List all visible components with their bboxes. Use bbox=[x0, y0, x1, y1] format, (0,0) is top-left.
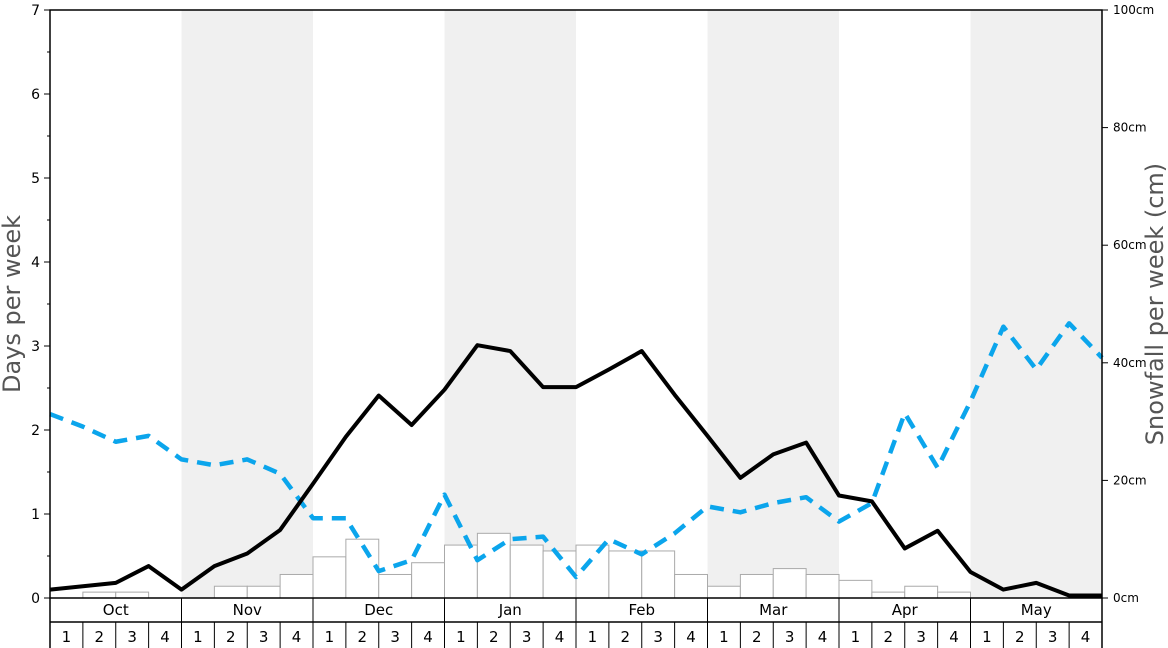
week-label: 3 bbox=[127, 628, 137, 646]
month-label: Oct bbox=[103, 601, 129, 619]
week-label: 1 bbox=[982, 628, 992, 646]
week-label: 2 bbox=[489, 628, 499, 646]
solid-black-line bbox=[49, 343, 1102, 598]
month-label: May bbox=[1021, 601, 1052, 619]
week-label: 4 bbox=[1081, 628, 1091, 646]
month-label: Jan bbox=[498, 601, 522, 619]
week-label: 4 bbox=[818, 628, 828, 646]
right-tick-label: 20cm bbox=[1113, 473, 1147, 487]
month-shade-may bbox=[970, 10, 1102, 598]
week-label: 2 bbox=[884, 628, 894, 646]
month-shade-nov bbox=[181, 10, 313, 598]
right-tick-label: 40cm bbox=[1113, 356, 1147, 370]
snowfall-bar bbox=[378, 573, 413, 599]
snowfall-bar bbox=[82, 591, 117, 599]
month-label: Dec bbox=[364, 601, 393, 619]
week-label: 2 bbox=[752, 628, 762, 646]
snowfall-bar bbox=[871, 591, 906, 599]
left-tick-label: 0 bbox=[31, 591, 40, 607]
week-label: 1 bbox=[719, 628, 729, 646]
snowfall-bar bbox=[509, 544, 544, 599]
week-label: 2 bbox=[226, 628, 236, 646]
left-tick-label: 3 bbox=[31, 339, 40, 355]
snowfall-bar bbox=[213, 585, 248, 599]
y-axis-label-right: Snowfall per week (cm) bbox=[1141, 163, 1168, 445]
month-label: Apr bbox=[892, 601, 919, 619]
week-label: 4 bbox=[423, 628, 433, 646]
left-y-axis: 0 1 2 3 4 5 6 7 bbox=[31, 3, 50, 607]
snowfall-bar bbox=[279, 573, 314, 599]
month-label: Feb bbox=[628, 601, 655, 619]
snowfall-bar bbox=[246, 585, 281, 599]
right-tick-label: 80cm bbox=[1113, 121, 1147, 135]
snowfall-bar bbox=[904, 585, 939, 599]
snowfall-bar bbox=[838, 579, 873, 599]
week-label: 4 bbox=[160, 628, 170, 646]
week-label: 2 bbox=[95, 628, 105, 646]
week-label: 1 bbox=[456, 628, 466, 646]
month-label: Mar bbox=[759, 601, 788, 619]
snowfall-bar bbox=[772, 568, 807, 599]
week-label: 2 bbox=[1015, 628, 1025, 646]
week-label: 2 bbox=[358, 628, 368, 646]
month-shading bbox=[181, 10, 1102, 598]
snowfall-bar bbox=[575, 544, 610, 599]
left-tick-label: 7 bbox=[31, 3, 40, 19]
month-shade-mar bbox=[707, 10, 839, 598]
week-label: 1 bbox=[325, 628, 335, 646]
week-label: 4 bbox=[292, 628, 302, 646]
week-label: 4 bbox=[555, 628, 565, 646]
week-label: 3 bbox=[259, 628, 269, 646]
snowfall-bar bbox=[312, 556, 347, 599]
left-tick-label: 4 bbox=[31, 255, 40, 271]
snowfall-bar bbox=[739, 573, 774, 599]
week-label: 3 bbox=[916, 628, 926, 646]
dashed-blue-line bbox=[49, 321, 1104, 580]
week-label: 4 bbox=[949, 628, 959, 646]
week-label: 3 bbox=[390, 628, 400, 646]
x-axis-months-weeks: Oct 1 2 3 4 Nov 1 2 3 4 Dec 1 2 3 4 Jan 1 2 3 4 Feb 1 2 3 4 Mar 1 2… bbox=[49, 598, 1103, 648]
snowfall-bar bbox=[444, 544, 478, 599]
snowfall-bar bbox=[476, 532, 511, 599]
week-label: 1 bbox=[193, 628, 203, 646]
snowfall-bar bbox=[707, 585, 741, 599]
month-label: Nov bbox=[233, 601, 262, 619]
week-label: 1 bbox=[588, 628, 598, 646]
y-axis-label-left: Days per week bbox=[0, 215, 26, 393]
right-tick-label: 100cm bbox=[1113, 3, 1154, 17]
week-label: 1 bbox=[851, 628, 861, 646]
snowfall-bar bbox=[411, 562, 445, 599]
week-label: 3 bbox=[785, 628, 795, 646]
left-tick-label: 1 bbox=[31, 507, 40, 523]
snowfall-bar bbox=[608, 550, 643, 599]
right-tick-label: 0cm bbox=[1113, 591, 1139, 605]
week-label: 2 bbox=[621, 628, 631, 646]
day-lines bbox=[49, 321, 1104, 598]
right-y-axis: 0cm 20cm 40cm 60cm 80cm 100cm bbox=[1102, 3, 1154, 605]
snowfall-bar bbox=[641, 550, 676, 599]
week-label: 4 bbox=[686, 628, 696, 646]
snowfall-bar bbox=[805, 573, 840, 599]
left-tick-label: 6 bbox=[31, 87, 40, 103]
week-label: 3 bbox=[1048, 628, 1058, 646]
week-label: 3 bbox=[522, 628, 532, 646]
week-label: 3 bbox=[653, 628, 663, 646]
snowfall-bar bbox=[345, 538, 380, 599]
snowfall-bar bbox=[937, 591, 971, 599]
left-tick-label: 2 bbox=[31, 423, 40, 439]
left-tick-label: 5 bbox=[31, 171, 40, 187]
snowfall-bar bbox=[115, 591, 150, 599]
week-label: 1 bbox=[62, 628, 72, 646]
right-tick-label: 60cm bbox=[1113, 238, 1147, 252]
month-shade-jan bbox=[444, 10, 576, 598]
snowfall-bars bbox=[82, 532, 971, 599]
snowfall-bar bbox=[674, 573, 708, 599]
